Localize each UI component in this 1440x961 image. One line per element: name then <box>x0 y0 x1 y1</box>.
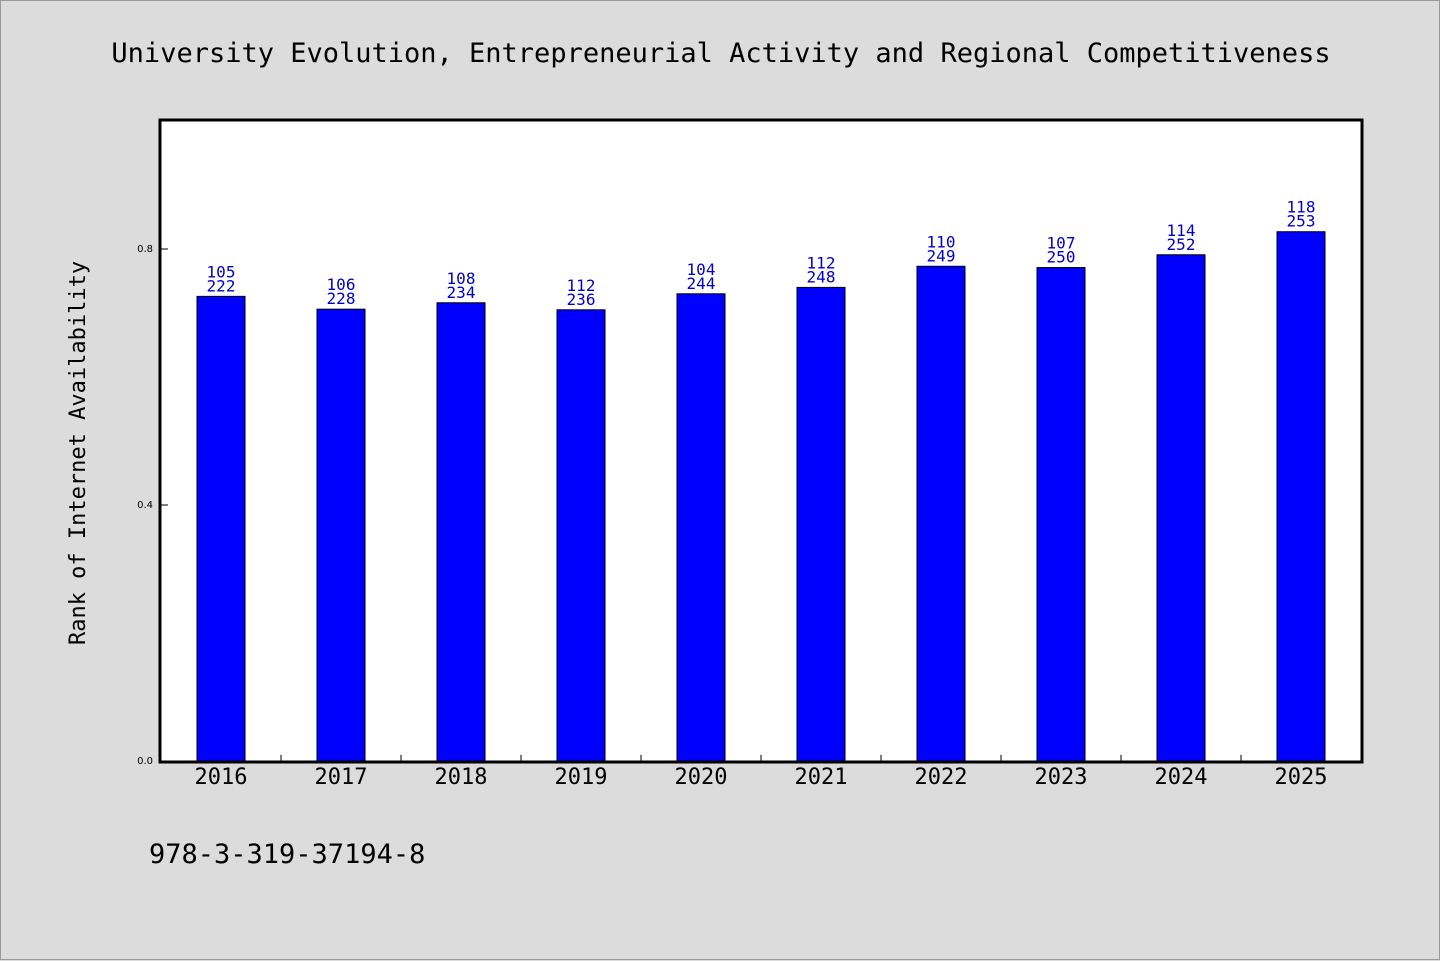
y-tick-label-0.4: 0.4 <box>137 500 153 511</box>
bar-label-top-2025: 118 <box>1287 198 1316 217</box>
x-tick-label-2019: 2019 <box>555 765 608 790</box>
bar-label-bottom-2016: 222 <box>207 276 236 295</box>
bar-2022 <box>916 265 966 762</box>
bar-label-top-2019: 112 <box>567 276 596 295</box>
bar-label-bottom-2022: 249 <box>927 246 956 265</box>
bar-label-bottom-2019: 236 <box>567 290 596 309</box>
plot-border <box>158 118 1364 764</box>
bar-2017 <box>316 308 366 762</box>
bar-label-top-2020: 104 <box>687 260 716 279</box>
bar-label-top-2024: 114 <box>1167 221 1196 240</box>
x-axis-ticks: 2016 2017 2018 2019 2020 2021 2022 2023 2024 2025 <box>195 755 1328 790</box>
bar-2025 <box>1276 231 1326 762</box>
bar-2019 <box>556 309 606 762</box>
bar-label-top-2022: 110 <box>927 232 956 251</box>
bar-label-bottom-2025: 253 <box>1287 212 1316 231</box>
bar-label-top-2017: 106 <box>327 275 356 294</box>
bar-label-top-2016: 105 <box>207 262 236 281</box>
x-tick-label-2023: 2023 <box>1035 765 1088 790</box>
y-tick-label-0.0: 0.0 <box>137 756 153 767</box>
x-tick-label-2016: 2016 <box>195 765 248 790</box>
isbn-footer: 978-3-319-37194-8 <box>149 839 425 870</box>
bar-label-bottom-2017: 228 <box>327 289 356 308</box>
bars-layer <box>196 231 1326 762</box>
bar-label-bottom-2018: 234 <box>447 283 476 302</box>
bar-2021 <box>796 286 846 762</box>
chart-title: University Evolution, Entrepreneurial Ac… <box>111 38 1330 69</box>
x-tick-label-2017: 2017 <box>315 765 368 790</box>
bar-2016 <box>196 295 246 762</box>
bar-2023 <box>1036 267 1086 762</box>
bar-label-bottom-2024: 252 <box>1167 235 1196 254</box>
bar-label-top-2023: 107 <box>1047 234 1076 253</box>
bar-2020 <box>676 293 726 762</box>
x-tick-label-2021: 2021 <box>795 765 848 790</box>
x-tick-label-2018: 2018 <box>435 765 488 790</box>
bar-label-bottom-2020: 244 <box>687 274 716 293</box>
bar-2018 <box>436 302 486 762</box>
y-axis-label: Rank of Internet Availability <box>66 261 91 645</box>
x-tick-label-2020: 2020 <box>675 765 728 790</box>
x-tick-label-2025: 2025 <box>1275 765 1328 790</box>
bar-label-bottom-2021: 248 <box>807 267 836 286</box>
x-tick-label-2024: 2024 <box>1155 765 1208 790</box>
x-tick-label-2022: 2022 <box>915 765 968 790</box>
bar-label-top-2021: 112 <box>807 253 836 272</box>
bar-2024 <box>1156 254 1206 762</box>
bar-label-bottom-2023: 250 <box>1047 248 1076 267</box>
bar-label-top-2018: 108 <box>447 269 476 288</box>
y-tick-label-0.8: 0.8 <box>137 244 153 255</box>
